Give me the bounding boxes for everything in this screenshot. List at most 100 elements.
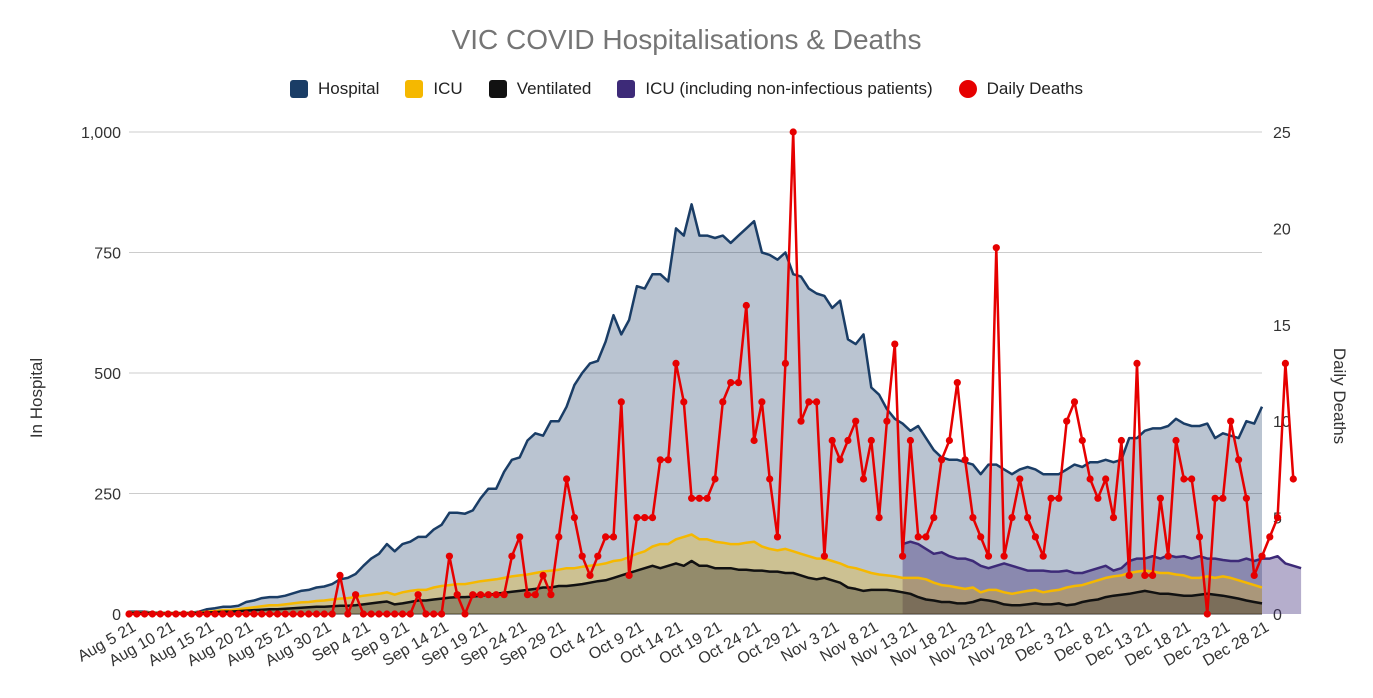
icu-area (129, 534, 1262, 614)
daily-deaths-point (1031, 533, 1039, 541)
daily-deaths-point (656, 456, 664, 464)
daily-deaths-point (1281, 359, 1289, 367)
daily-deaths-point (953, 379, 961, 387)
daily-deaths-point (930, 514, 938, 522)
daily-deaths-point (531, 591, 539, 599)
daily-deaths-point (836, 456, 844, 464)
legend-swatch-icu (405, 80, 424, 98)
daily-deaths-point (1164, 552, 1172, 560)
daily-deaths-point (813, 398, 821, 406)
daily-deaths-point (781, 359, 790, 367)
daily-deaths-point (680, 398, 688, 406)
daily-deaths-point (977, 533, 985, 541)
daily-deaths-point (1117, 436, 1125, 445)
legend-swatch-hospital (289, 80, 308, 98)
daily-deaths-point (969, 514, 977, 522)
daily-deaths-point (1195, 533, 1204, 541)
daily-deaths-point (414, 591, 422, 599)
daily-deaths-point (1149, 571, 1157, 580)
icu-all-line (902, 540, 1302, 575)
legend-dot-daily-deaths (958, 80, 977, 98)
daily-deaths-point (266, 610, 274, 618)
daily-deaths-point (234, 610, 242, 618)
legend-item-hospital[interactable]: Hospital (289, 79, 379, 99)
legend-label-ventilated: Ventilated (516, 79, 592, 98)
daily-deaths-point (945, 436, 954, 445)
daily-deaths-point (453, 591, 461, 599)
daily-deaths-point (227, 610, 235, 618)
daily-deaths-point (1188, 475, 1196, 483)
daily-deaths-point (938, 456, 946, 464)
y-right-tick-label: 20 (1273, 221, 1291, 238)
daily-deaths-point (398, 610, 407, 618)
daily-deaths-point (523, 591, 532, 599)
y-left-tick-label: 0 (112, 607, 121, 624)
daily-deaths-point (422, 610, 430, 618)
daily-deaths-point (500, 591, 508, 599)
daily-deaths-point (914, 533, 922, 541)
daily-deaths-point (703, 494, 711, 502)
daily-deaths-point (180, 610, 188, 618)
legend-item-icu[interactable]: ICU (405, 79, 463, 99)
daily-deaths-point (1063, 417, 1071, 425)
daily-deaths-point (125, 610, 133, 618)
daily-deaths-point (1094, 494, 1102, 502)
y-left-tick-label: 750 (94, 246, 121, 263)
daily-deaths-point (547, 591, 555, 599)
daily-deaths-point (312, 610, 321, 618)
daily-deaths-point (586, 571, 594, 580)
daily-deaths-point (1203, 610, 1211, 618)
daily-deaths-point (719, 398, 727, 406)
daily-deaths-point (1000, 552, 1008, 560)
daily-deaths-point (984, 552, 993, 560)
y-right-tick-label: 25 (1273, 125, 1291, 142)
daily-deaths-point (445, 552, 453, 560)
daily-deaths-point (484, 591, 492, 599)
daily-deaths-point (1055, 494, 1063, 502)
legend-item-ventilated[interactable]: Ventilated (488, 79, 592, 99)
daily-deaths-point (797, 417, 805, 425)
daily-deaths-point (820, 552, 829, 560)
daily-deaths-point (1289, 475, 1297, 483)
daily-deaths-point (875, 514, 883, 522)
daily-deaths-point (1227, 417, 1235, 425)
legend-swatch-ventilated (488, 80, 507, 98)
daily-deaths-point (688, 494, 696, 502)
daily-deaths-point (602, 533, 610, 541)
daily-deaths-point (758, 398, 766, 406)
daily-deaths-point (1070, 398, 1079, 406)
daily-deaths-point (766, 475, 774, 483)
daily-deaths-point (1078, 436, 1086, 445)
daily-deaths-point (156, 610, 164, 618)
daily-deaths-point (352, 591, 360, 599)
daily-deaths-point (828, 436, 836, 445)
daily-deaths-point (750, 436, 758, 445)
daily-deaths-point (617, 398, 625, 406)
hospital-area (129, 204, 1262, 615)
daily-deaths-point (250, 610, 258, 618)
daily-deaths-point (859, 475, 868, 483)
daily-deaths-point (1141, 571, 1149, 580)
daily-deaths-point (1156, 494, 1164, 502)
daily-deaths-point (297, 610, 305, 618)
daily-deaths-point (281, 610, 289, 618)
daily-deaths-point (430, 610, 438, 618)
daily-deaths-point (961, 456, 969, 464)
daily-deaths-point (594, 552, 602, 560)
daily-deaths-point (273, 610, 282, 618)
daily-deaths-point (344, 610, 352, 618)
daily-deaths-point (672, 359, 680, 367)
daily-deaths-point (367, 610, 375, 618)
y-right-tick-label: 0 (1273, 607, 1282, 624)
daily-deaths-point (375, 610, 383, 618)
daily-deaths-point (1274, 514, 1282, 522)
daily-deaths-point (773, 533, 782, 541)
legend-item-daily-deaths[interactable]: Daily Deaths (958, 79, 1083, 99)
daily-deaths-point (539, 571, 547, 580)
daily-deaths-point (867, 436, 875, 445)
daily-deaths-point (992, 244, 1000, 252)
daily-deaths-point (148, 610, 156, 618)
daily-deaths-point (742, 301, 750, 310)
legend-item-icu-all[interactable]: ICU (including non-infectious patients) (617, 79, 933, 99)
daily-deaths-point (242, 610, 250, 618)
